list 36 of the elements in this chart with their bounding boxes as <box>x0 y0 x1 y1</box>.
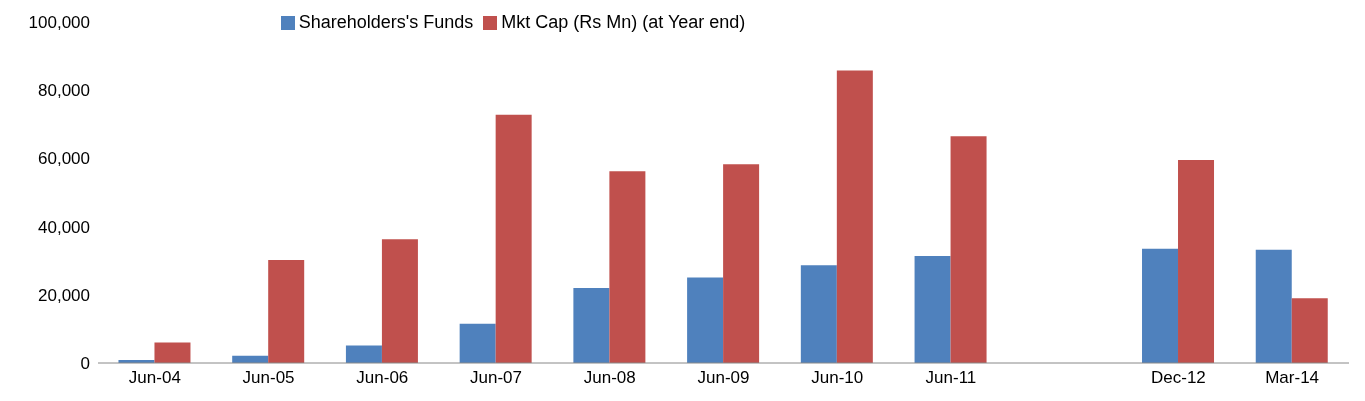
x-tick-label: Jun-04 <box>128 368 181 388</box>
y-tick-label: 60,000 <box>38 149 90 169</box>
bar <box>345 345 382 363</box>
y-tick-label: 20,000 <box>38 285 90 305</box>
legend-label: Shareholders's Funds <box>298 12 474 32</box>
x-tick-label: Jun-10 <box>811 368 864 388</box>
bar <box>914 255 951 363</box>
bar <box>950 136 987 363</box>
bar <box>1255 249 1292 363</box>
bar <box>381 239 418 363</box>
bar <box>687 277 724 363</box>
legend-label: Mkt Cap (Rs Mn) (at Year end) <box>501 12 746 32</box>
bar <box>1291 298 1328 363</box>
x-tick-label: Dec-12 <box>1151 368 1206 388</box>
bar <box>836 70 873 363</box>
y-tick-label: 100,000 <box>28 13 90 33</box>
x-tick-label: Mar-14 <box>1265 368 1320 388</box>
y-tick-label: 40,000 <box>38 217 90 237</box>
y-tick-label: 0 <box>80 354 90 374</box>
bar <box>495 114 532 363</box>
x-tick-label: Jun-07 <box>470 368 523 388</box>
bar <box>800 265 837 363</box>
bar <box>154 342 191 363</box>
x-tick-label: Jun-06 <box>356 368 409 388</box>
bar <box>268 260 305 363</box>
bar <box>1142 248 1179 363</box>
x-tick-label: Jun-09 <box>697 368 750 388</box>
x-tick-label: Jun-11 <box>925 368 977 388</box>
x-tick-label: Jun-05 <box>242 368 295 388</box>
y-tick-label: 80,000 <box>38 81 90 101</box>
bar <box>1178 160 1215 363</box>
bar <box>723 164 760 363</box>
x-tick-label: Jun-08 <box>583 368 636 388</box>
bar <box>609 171 646 363</box>
bar <box>459 323 496 363</box>
bar <box>573 287 610 363</box>
